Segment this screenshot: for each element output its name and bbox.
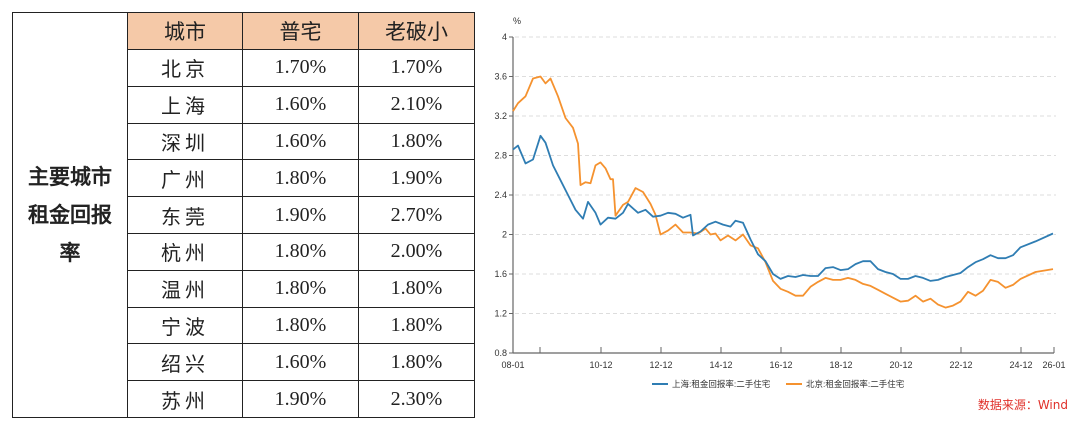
- y-tick-label: 3.6: [494, 72, 507, 82]
- city-cell: 上海: [127, 85, 243, 124]
- column-header: 普宅: [242, 12, 359, 50]
- side-label: 主要城市 租金回报率: [12, 12, 128, 418]
- x-tick-label: 24-12: [1009, 360, 1032, 370]
- table-row: 广州 1.80% 1.90%: [13, 159, 475, 198]
- regular-yield-cell: 1.60%: [242, 85, 359, 124]
- data-source-label: 数据来源：Wind: [977, 398, 1068, 412]
- rent-yield-table: 主要城市 租金回报率城市 普宅 老破小 北京 1.70% 1.70% 上海 1.60% 2.10%…: [12, 12, 475, 418]
- chart-svg: % 4 3.6 3.2 2.8 2.4 2 1.6 1.2 0.8 08-01 10-12 12-12 1…: [494, 16, 1065, 389]
- table-row: 绍兴 1.60% 1.80%: [13, 343, 475, 382]
- y-tick-label: 3.2: [494, 111, 507, 121]
- city-cell: 杭州: [127, 232, 243, 271]
- old-small-yield-cell: 1.80%: [358, 269, 475, 308]
- table-row: 杭州 1.80% 2.00%: [13, 232, 475, 271]
- x-tick-label: 18-12: [829, 360, 852, 370]
- city-cell: 温州: [127, 269, 243, 308]
- legend-label: 北京:租金回报率:二手住宅: [806, 379, 904, 389]
- old-small-yield-cell: 2.10%: [358, 85, 475, 124]
- table-row: 宁波 1.80% 1.80%: [13, 306, 475, 345]
- city-cell: 深圳: [127, 122, 243, 161]
- y-tick-label: 0.8: [494, 348, 507, 358]
- rent-yield-table-container: 主要城市 租金回报率城市 普宅 老破小 北京 1.70% 1.70% 上海 1.60% 2.10%…: [12, 12, 475, 418]
- y-tick-label: 2.8: [494, 151, 507, 161]
- y-tick-label: 1.6: [494, 269, 507, 279]
- series-line: [512, 134, 1054, 282]
- regular-yield-cell: 1.90%: [242, 196, 359, 234]
- table-header-row: 主要城市 租金回报率城市 普宅 老破小: [12, 12, 475, 418]
- old-small-yield-cell: 1.80%: [358, 306, 475, 345]
- old-small-yield-cell: 2.00%: [358, 232, 475, 271]
- legend-label: 上海:租金回报率:二手住宅: [672, 379, 770, 389]
- old-small-yield-cell: 2.30%: [358, 380, 475, 418]
- y-tick-label: 2: [502, 230, 507, 240]
- x-tick-label: 20-12: [889, 360, 912, 370]
- old-small-yield-cell: 1.80%: [358, 122, 475, 161]
- regular-yield-cell: 1.60%: [242, 122, 359, 161]
- city-cell: 北京: [127, 49, 243, 87]
- city-cell: 宁波: [127, 306, 243, 345]
- column-header: 老破小: [358, 12, 475, 50]
- city-cell: 广州: [127, 159, 243, 198]
- regular-yield-cell: 1.80%: [242, 269, 359, 308]
- old-small-yield-cell: 1.90%: [358, 159, 475, 198]
- y-tick-label: 1.2: [494, 309, 507, 319]
- x-tick-label: 10-12: [589, 360, 612, 370]
- city-cell: 绍兴: [127, 343, 243, 382]
- regular-yield-cell: 1.60%: [242, 343, 359, 382]
- column-header: 城市: [127, 12, 243, 50]
- rent-yield-line-chart: % 4 3.6 3.2 2.8 2.4 2 1.6 1.2 0.8 08-01 10-12 12-12 1…: [486, 0, 1080, 427]
- old-small-yield-cell: 1.70%: [358, 49, 475, 87]
- x-tick-label: 22-12: [949, 360, 972, 370]
- x-tick-label: 08-01: [501, 360, 524, 370]
- old-small-yield-cell: 1.80%: [358, 343, 475, 382]
- city-cell: 东莞: [127, 196, 243, 234]
- table-row: 北京 1.70% 1.70%: [13, 49, 475, 87]
- y-tick-label: 2.4: [494, 190, 507, 200]
- table-row: 上海 1.60% 2.10%: [13, 85, 475, 124]
- regular-yield-cell: 1.80%: [242, 306, 359, 345]
- old-small-yield-cell: 2.70%: [358, 196, 475, 234]
- x-tick-label: 12-12: [649, 360, 672, 370]
- x-tick-label: 14-12: [709, 360, 732, 370]
- table-row: 苏州 1.90% 2.30%: [13, 380, 475, 418]
- regular-yield-cell: 1.80%: [242, 159, 359, 198]
- y-axis-unit: %: [513, 16, 521, 26]
- regular-yield-cell: 1.70%: [242, 49, 359, 87]
- x-tick-label: 26-01: [1042, 360, 1065, 370]
- table-row: 东莞 1.90% 2.70%: [13, 196, 475, 234]
- x-tick-label: 16-12: [769, 360, 792, 370]
- regular-yield-cell: 1.80%: [242, 232, 359, 271]
- city-cell: 苏州: [127, 380, 243, 418]
- table-row: 温州 1.80% 1.80%: [13, 269, 475, 308]
- series-line: [512, 75, 1054, 309]
- y-tick-label: 4: [502, 32, 507, 42]
- regular-yield-cell: 1.90%: [242, 380, 359, 418]
